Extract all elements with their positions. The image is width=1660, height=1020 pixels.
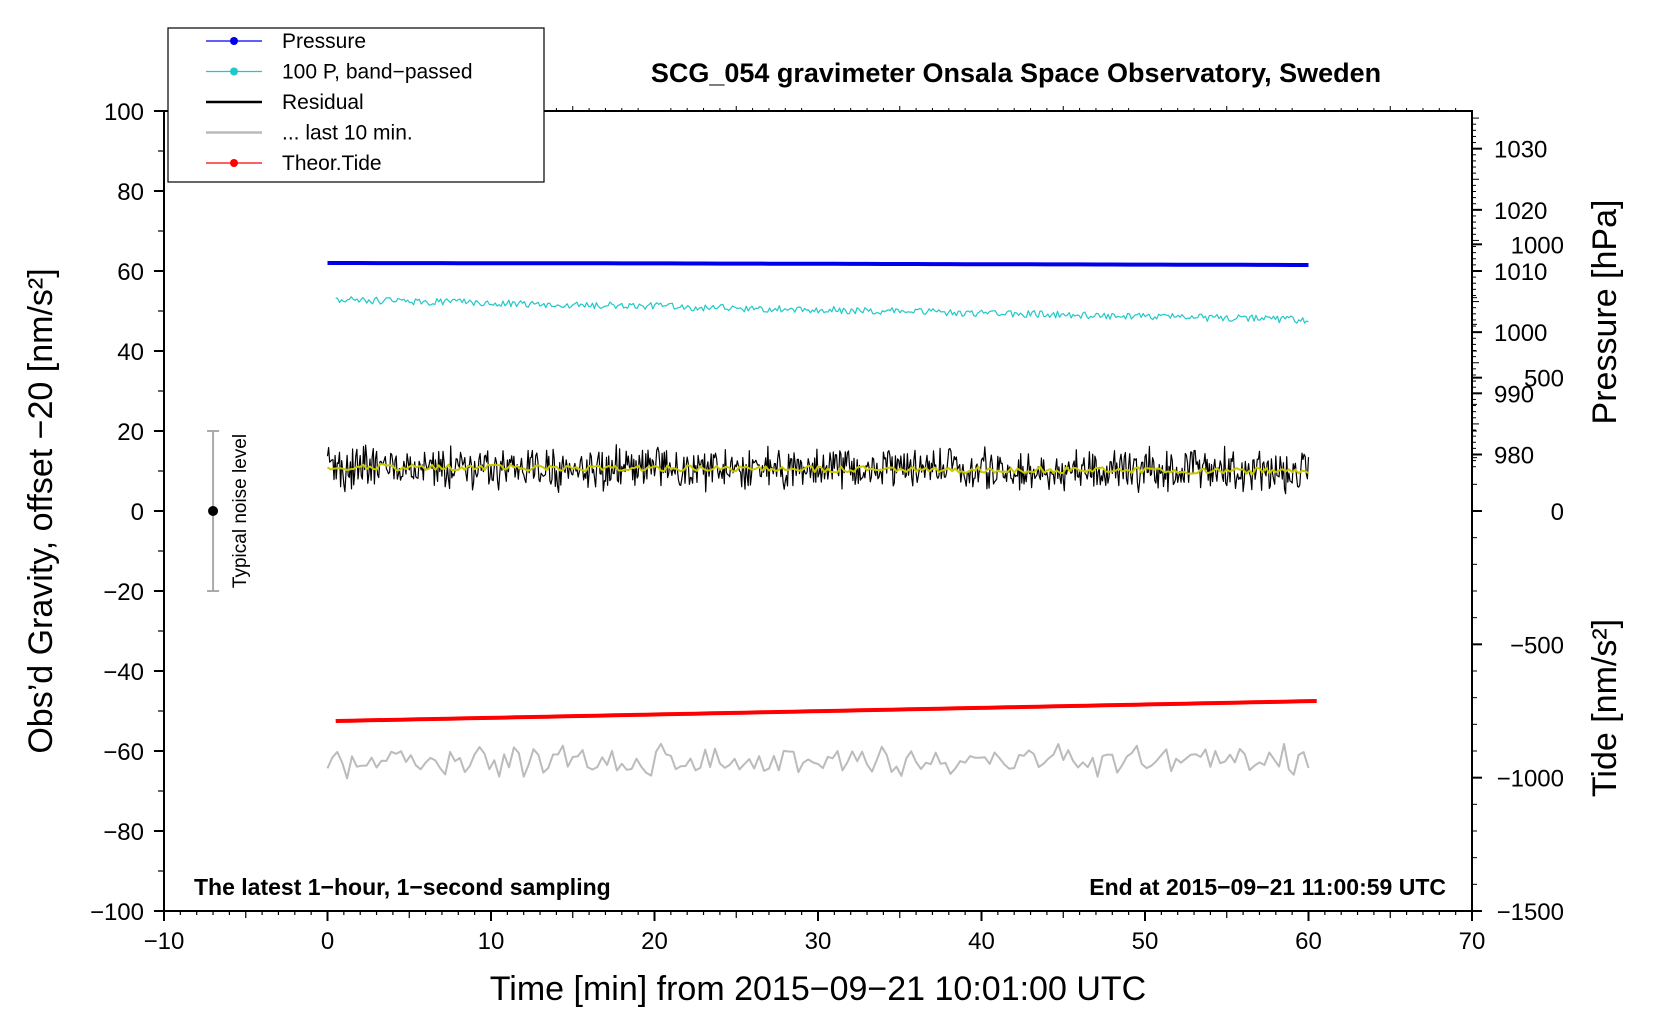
x-axis-title: Time [min] from 2015−09−21 10:01:00 UTC bbox=[490, 970, 1146, 1008]
x-tick-label: −10 bbox=[144, 928, 185, 955]
pressure-tick-label: 1000 bbox=[1494, 320, 1547, 347]
y-tick-label: −80 bbox=[103, 819, 144, 846]
pressure-tick-label: 1030 bbox=[1494, 137, 1547, 164]
y-tick-label: 100 bbox=[104, 99, 144, 126]
legend-marker bbox=[230, 67, 238, 76]
chart-title: SCG_054 gravimeter Onsala Space Observat… bbox=[651, 58, 1381, 88]
legend-label: Theor.Tide bbox=[282, 152, 382, 175]
x-tick-label: 50 bbox=[1132, 928, 1159, 955]
tide-tick-label: 500 bbox=[1524, 366, 1564, 393]
legend-label: ... last 10 min. bbox=[282, 122, 413, 145]
legend-marker bbox=[230, 159, 238, 167]
axis-ticks: −10 0 10 20 30 40 50 60 70100806040200−20−40−60−… bbox=[90, 99, 1564, 955]
tide-axis-title: Tide [nm/s²] bbox=[1586, 619, 1624, 797]
x-tick-label: 30 bbox=[805, 928, 832, 955]
tide-tick-label: −500 bbox=[1510, 632, 1564, 659]
x-tick-label: 10 bbox=[478, 928, 505, 955]
legend-marker bbox=[230, 37, 238, 45]
series-100-p-band-passed bbox=[335, 296, 1309, 324]
data-series bbox=[326, 261, 1317, 780]
legend-label: 100 P, band−passed bbox=[282, 61, 473, 84]
y-tick-label: −40 bbox=[103, 659, 144, 686]
y-tick-label: 60 bbox=[117, 259, 144, 286]
series-last-10-min bbox=[326, 742, 1310, 780]
end-time-annotation: End at 2015−09−21 11:00:59 UTC bbox=[1089, 874, 1446, 900]
y-tick-label: −20 bbox=[103, 579, 144, 606]
noise-bar-center-dot bbox=[208, 506, 219, 516]
noise-level-label: Typical noise level bbox=[230, 434, 251, 588]
pressure-tick-label: 1020 bbox=[1494, 198, 1547, 225]
y-tick-label: 0 bbox=[131, 499, 144, 526]
pressure-tick-label: 1010 bbox=[1494, 259, 1547, 286]
series-pressure bbox=[327, 261, 1309, 267]
tide-tick-label: −1500 bbox=[1497, 899, 1564, 926]
pressure-tick-label: 980 bbox=[1494, 442, 1534, 469]
sampling-annotation: The latest 1−hour, 1−second sampling bbox=[194, 874, 611, 900]
y-tick-label: −60 bbox=[103, 739, 144, 766]
y-tick-label: 40 bbox=[117, 339, 144, 366]
y-tick-label: 20 bbox=[117, 419, 144, 446]
y-tick-label: 80 bbox=[117, 179, 144, 206]
x-tick-label: 20 bbox=[641, 928, 668, 955]
pressure-tick-label: 990 bbox=[1494, 381, 1534, 408]
legend-label: Pressure bbox=[282, 30, 366, 53]
x-tick-label: 0 bbox=[321, 928, 334, 955]
series-residual-smoothed bbox=[326, 463, 1309, 475]
legend: Pressure 100 P, band−passed Residual ... la… bbox=[167, 27, 545, 183]
pressure-axis-title: Pressure [hPa] bbox=[1586, 200, 1624, 425]
tide-tick-label: 1000 bbox=[1511, 232, 1564, 259]
x-tick-label: 40 bbox=[968, 928, 995, 955]
legend-label: Residual bbox=[282, 91, 364, 114]
x-tick-label: 60 bbox=[1295, 928, 1322, 955]
series-theor-tide bbox=[335, 699, 1317, 723]
y-tick-label: −100 bbox=[90, 899, 144, 926]
tide-tick-label: −1000 bbox=[1497, 766, 1564, 793]
tide-tick-label: 0 bbox=[1551, 499, 1564, 526]
noise-level-bar bbox=[207, 430, 220, 592]
left-y-axis-title: Obs’d Gravity, offset −20 [nm/s²] bbox=[22, 268, 60, 753]
legend-box bbox=[167, 27, 545, 183]
x-tick-label: 70 bbox=[1459, 928, 1486, 955]
